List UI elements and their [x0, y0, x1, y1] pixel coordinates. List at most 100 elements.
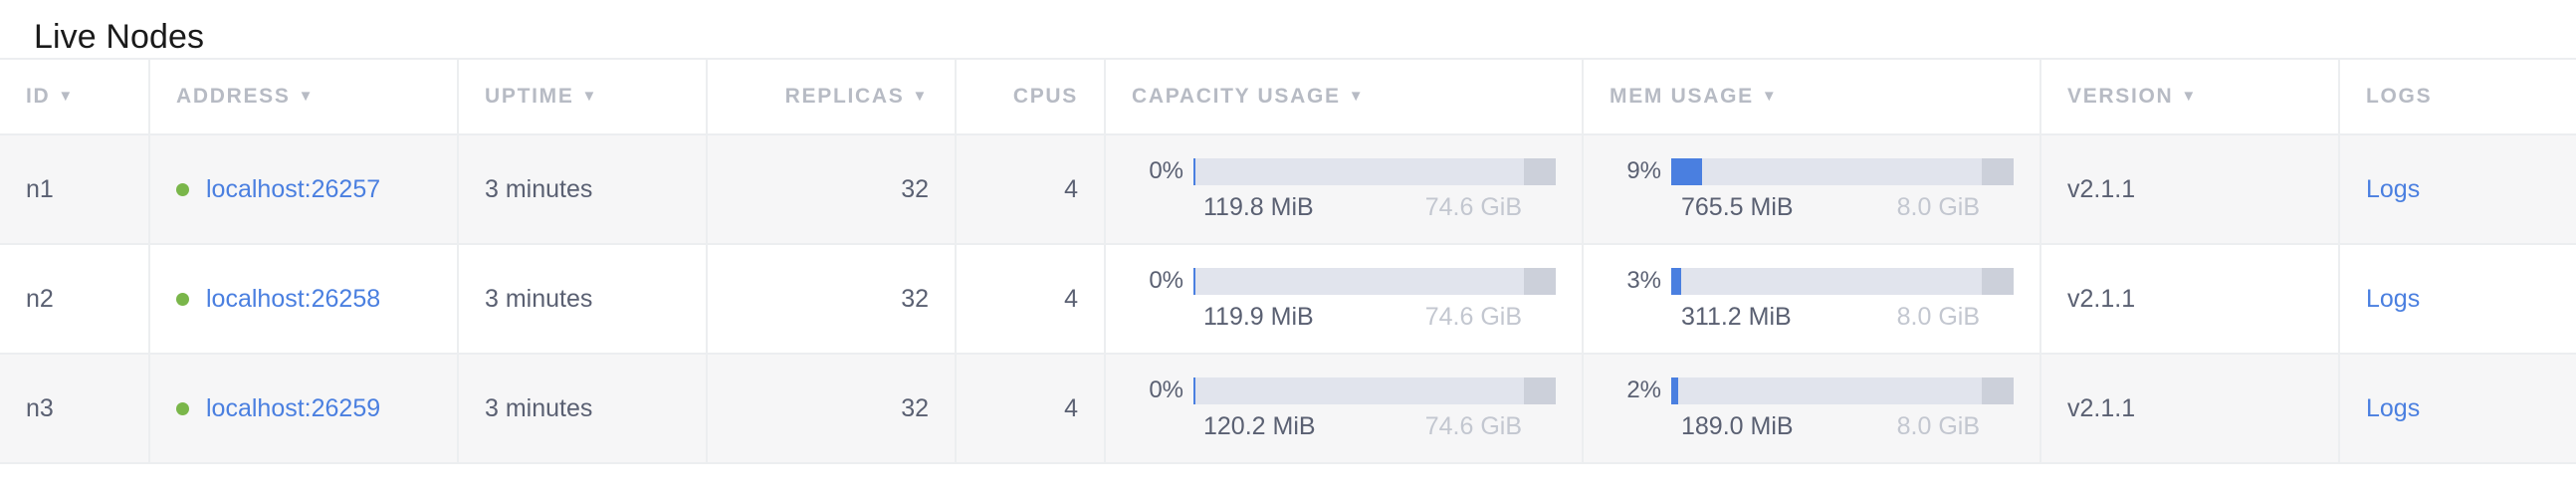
column-header-label: REPLICAS	[784, 85, 905, 108]
sort-descending-icon[interactable]: ▼	[58, 88, 75, 105]
capacity-usage-bar-row: 0%	[1132, 156, 1556, 186]
capacity-usage-total-label: 74.6 GiB	[1424, 412, 1522, 440]
mem-usage-labels: 765.5 MiB 8.0 GiB	[1610, 193, 2014, 222]
mem-usage-used-label: 765.5 MiB	[1681, 193, 1794, 221]
address-wrapper: localhost:26259	[176, 394, 431, 423]
address-wrapper: localhost:26258	[176, 285, 431, 314]
node-health-status-icon	[176, 182, 189, 196]
node-id-cell: n1	[0, 134, 150, 245]
page-title: Live Nodes	[34, 18, 205, 56]
capacity-usage-cell: 0% 119.8 MiB 74.6 GiB	[1105, 134, 1584, 245]
capacity-usage-gauge: 0% 119.9 MiB 74.6 GiB	[1132, 266, 1556, 332]
capacity-usage-progress-fill	[1193, 157, 1195, 185]
sort-descending-icon[interactable]: ▼	[581, 88, 599, 105]
node-version-cell: v2.1.1	[2040, 354, 2340, 464]
capacity-usage-total-label: 74.6 GiB	[1424, 303, 1522, 331]
mem-usage-capacity-marker	[1982, 267, 2014, 295]
column-header-label: ID	[26, 85, 51, 108]
mem-usage-cell: 2% 189.0 MiB 8.0 GiB	[1583, 354, 2041, 464]
table-row[interactable]: n3 localhost:26259 3 minutes 32 4 0% 120.2 MiB…	[0, 354, 2576, 464]
column-header-logs: LOGS	[2339, 58, 2576, 135]
mem-usage-gauge: 2% 189.0 MiB 8.0 GiB	[1610, 376, 2014, 441]
mem-usage-percent-label: 3%	[1626, 267, 1661, 294]
capacity-usage-progress-fill	[1193, 267, 1195, 295]
capacity-usage-bar-row: 0%	[1132, 266, 1556, 296]
capacity-usage-cell: 0% 119.9 MiB 74.6 GiB	[1105, 244, 1584, 355]
node-id-cell: n3	[0, 354, 150, 464]
mem-usage-total-label: 8.0 GiB	[1896, 412, 1980, 440]
mem-usage-percent-label: 2%	[1626, 376, 1661, 403]
mem-usage-progress-fill	[1671, 267, 1682, 295]
column-header-address[interactable]: ADDRESS ▼	[149, 58, 459, 135]
capacity-usage-percent-label: 0%	[1149, 267, 1183, 294]
mem-usage-progress-fill	[1671, 376, 1678, 404]
sort-descending-icon[interactable]: ▼	[298, 88, 316, 105]
node-version-cell: v2.1.1	[2040, 134, 2340, 245]
capacity-usage-percent-label: 0%	[1149, 157, 1183, 184]
capacity-usage-percent-label: 0%	[1149, 376, 1183, 403]
capacity-usage-used-label: 120.2 MiB	[1203, 412, 1316, 440]
column-header-label: LOGS	[2366, 85, 2433, 108]
column-header-cpus: CPUS	[956, 58, 1106, 135]
capacity-usage-used-label: 119.8 MiB	[1203, 193, 1314, 221]
node-cpus-cell: 4	[956, 354, 1106, 464]
capacity-usage-progress-fill	[1193, 376, 1195, 404]
node-cpus-cell: 4	[956, 244, 1106, 355]
column-header-version[interactable]: VERSION ▼	[2040, 58, 2340, 135]
mem-usage-bar-row: 9%	[1610, 156, 2014, 186]
column-header-replicas[interactable]: REPLICAS ▼	[707, 58, 957, 135]
sort-descending-icon[interactable]: ▼	[1348, 88, 1366, 105]
mem-usage-gauge: 3% 311.2 MiB 8.0 GiB	[1610, 266, 2014, 332]
column-header-id[interactable]: ID ▼	[0, 58, 150, 135]
capacity-usage-capacity-marker	[1524, 376, 1556, 404]
sort-descending-icon[interactable]: ▼	[1761, 88, 1779, 105]
column-header-label: VERSION	[2067, 85, 2174, 108]
mem-usage-used-label: 311.2 MiB	[1681, 303, 1792, 331]
node-health-status-icon	[176, 292, 189, 306]
mem-usage-capacity-marker	[1982, 376, 2014, 404]
node-uptime-cell: 3 minutes	[458, 244, 708, 355]
sort-descending-icon[interactable]: ▼	[912, 88, 929, 105]
node-replicas-cell: 32	[707, 244, 957, 355]
capacity-usage-progress-bar	[1193, 157, 1556, 185]
column-header-label: ADDRESS	[176, 85, 291, 108]
capacity-usage-gauge: 0% 120.2 MiB 74.6 GiB	[1132, 376, 1556, 441]
node-address-cell: localhost:26259	[149, 354, 459, 464]
column-header-mem[interactable]: MEM USAGE ▼	[1583, 58, 2041, 135]
capacity-usage-progress-bar	[1193, 376, 1556, 404]
capacity-usage-gauge: 0% 119.8 MiB 74.6 GiB	[1132, 156, 1556, 222]
capacity-usage-labels: 119.8 MiB 74.6 GiB	[1132, 193, 1556, 222]
mem-usage-bar-row: 2%	[1610, 376, 2014, 405]
table-header-row: ID ▼ ADDRESS ▼ UPTIME ▼ REPLICAS ▼ CPUS CAPACITY …	[0, 58, 2576, 135]
table-row[interactable]: n2 localhost:26258 3 minutes 32 4 0% 119.9 MiB…	[0, 244, 2576, 355]
capacity-usage-bar-row: 0%	[1132, 376, 1556, 405]
table-row[interactable]: n1 localhost:26257 3 minutes 32 4 0% 119.8 MiB…	[0, 134, 2576, 245]
capacity-usage-progress-bar	[1193, 267, 1556, 295]
mem-usage-cell: 9% 765.5 MiB 8.0 GiB	[1583, 134, 2041, 245]
node-cpus-cell: 4	[956, 134, 1106, 245]
node-address-link[interactable]: localhost:26257	[206, 174, 381, 203]
node-id-cell: n2	[0, 244, 150, 355]
mem-usage-progress-bar	[1671, 157, 2014, 185]
node-logs-cell: Logs	[2339, 134, 2576, 245]
column-header-uptime[interactable]: UPTIME ▼	[458, 58, 708, 135]
node-replicas-cell: 32	[707, 354, 957, 464]
node-address-link[interactable]: localhost:26258	[206, 284, 381, 313]
column-header-label: CPUS	[1012, 85, 1078, 108]
node-logs-link[interactable]: Logs	[2366, 174, 2421, 203]
capacity-usage-cell: 0% 120.2 MiB 74.6 GiB	[1105, 354, 1584, 464]
mem-usage-gauge: 9% 765.5 MiB 8.0 GiB	[1610, 156, 2014, 222]
node-uptime-cell: 3 minutes	[458, 134, 708, 245]
mem-usage-capacity-marker	[1982, 157, 2014, 185]
column-header-label: CAPACITY USAGE	[1132, 85, 1341, 108]
sort-descending-icon[interactable]: ▼	[2181, 88, 2198, 105]
node-logs-link[interactable]: Logs	[2366, 284, 2421, 313]
node-version-cell: v2.1.1	[2040, 244, 2340, 355]
node-logs-link[interactable]: Logs	[2366, 393, 2421, 422]
column-header-capacity[interactable]: CAPACITY USAGE ▼	[1105, 58, 1584, 135]
live-nodes-table: ID ▼ ADDRESS ▼ UPTIME ▼ REPLICAS ▼ CPUS CAPACITY …	[0, 58, 2576, 464]
mem-usage-percent-label: 9%	[1626, 157, 1661, 184]
node-address-link[interactable]: localhost:26259	[206, 393, 381, 422]
mem-usage-bar-row: 3%	[1610, 266, 2014, 296]
